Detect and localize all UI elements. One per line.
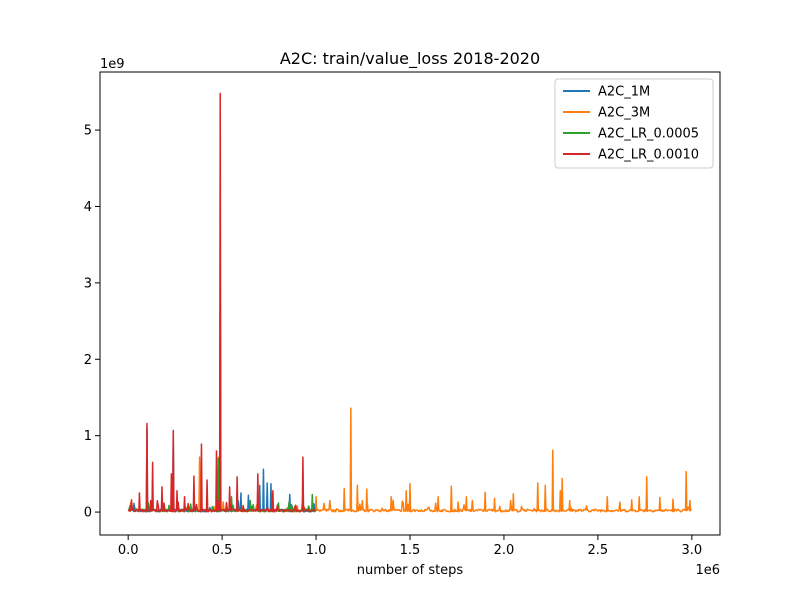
legend-label: A2C_3M xyxy=(598,106,650,121)
legend-box xyxy=(554,78,714,169)
y-offset-text: 1e9 xyxy=(100,57,125,72)
chart-title: A2C: train/value_loss 2018-2020 xyxy=(280,49,540,69)
y-tick-label: 5 xyxy=(84,124,92,139)
x-tick-label: 0.0 xyxy=(118,543,139,558)
y-tick-label: 4 xyxy=(84,200,92,215)
x-offset-text: 1e6 xyxy=(695,563,720,578)
y-tick-label: 2 xyxy=(84,353,92,368)
x-tick-label: 1.5 xyxy=(400,543,421,558)
plot-frame xyxy=(99,71,721,536)
x-tick-label: 2.0 xyxy=(494,543,515,558)
legend-label: A2C_LR_0.0010 xyxy=(598,148,699,163)
legend-label: A2C_LR_0.0005 xyxy=(598,127,699,142)
legend: A2C_1M A2C_3M A2C_LR_0.0005 A2C_LR_0.0010 xyxy=(554,78,714,169)
x-axis-label: number of steps xyxy=(357,563,464,578)
legend-items: A2C_1M A2C_3M A2C_LR_0.0005 A2C_LR_0.0010 xyxy=(563,85,699,163)
series-layer xyxy=(127,92,692,513)
ticks-layer: 0.0 0.5 1.0 1.5 2.0 2.5 3.0 0 1 2 3 4 5 xyxy=(84,124,702,558)
x-tick-label: 1.0 xyxy=(306,543,327,558)
x-tick-label: 0.5 xyxy=(212,543,233,558)
y-tick-label: 1 xyxy=(84,429,92,444)
y-tick-label: 3 xyxy=(84,276,92,291)
legend-label: A2C_1M xyxy=(598,85,650,100)
y-tick-label: 0 xyxy=(84,506,92,521)
series-line xyxy=(127,92,316,513)
x-tick-label: 2.5 xyxy=(588,543,609,558)
x-tick-label: 3.0 xyxy=(681,543,702,558)
